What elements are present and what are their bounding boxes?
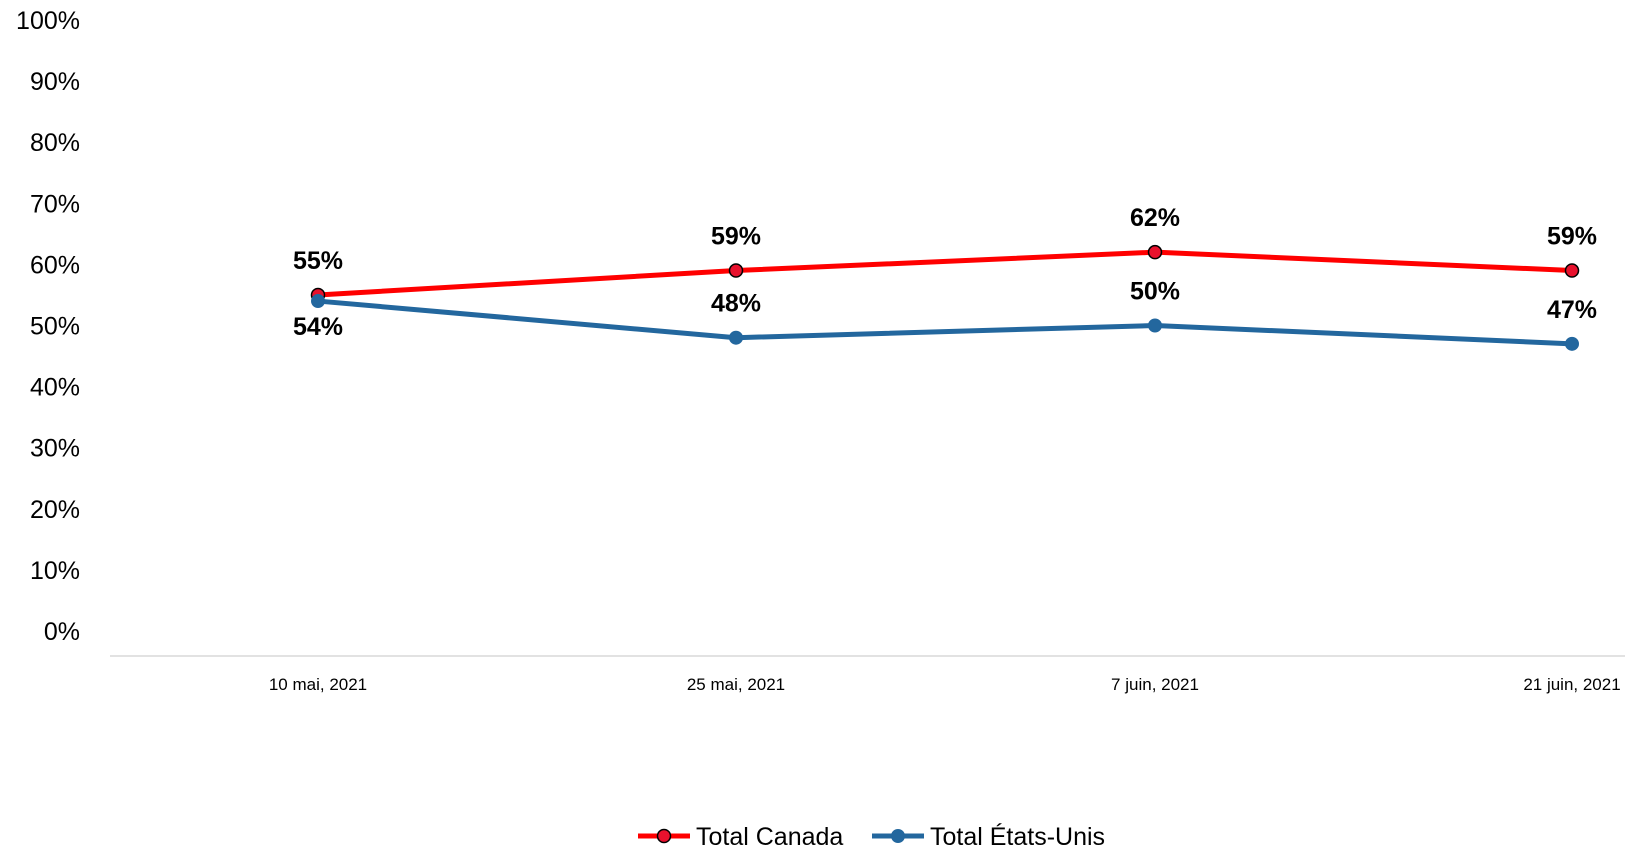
legend-label: Total Canada xyxy=(696,823,843,851)
data-label: 55% xyxy=(293,247,343,275)
x-tick-label: 25 mai, 2021 xyxy=(687,675,785,694)
data-point xyxy=(728,263,744,278)
legend-label: Total États-Unis xyxy=(930,822,1105,851)
y-tick-label: 10% xyxy=(30,557,80,585)
y-tick-label: 70% xyxy=(30,190,80,218)
x-tick-label: 21 juin, 2021 xyxy=(1523,675,1620,694)
x-tick-label: 7 juin, 2021 xyxy=(1111,675,1199,694)
series-line-total-canada xyxy=(317,249,1573,298)
data-point xyxy=(1148,318,1162,333)
y-tick-label: 60% xyxy=(30,251,80,279)
data-labels: 55% 59% 62% 59% 54% 48% 50% 47% xyxy=(293,204,1597,341)
y-axis: 0% 10% 20% 30% 40% 50% 60% 70% 80% 90% 100% xyxy=(16,7,80,646)
data-label: 48% xyxy=(711,290,761,318)
data-point xyxy=(311,294,325,309)
y-tick-label: 20% xyxy=(30,496,80,524)
legend-item: Total États-Unis xyxy=(872,822,1105,851)
data-point xyxy=(1147,244,1163,260)
x-tick-label: 10 mai, 2021 xyxy=(269,675,367,694)
y-tick-label: 50% xyxy=(30,313,80,341)
series-layer xyxy=(310,244,1580,351)
y-tick-label: 0% xyxy=(44,618,80,646)
data-label: 59% xyxy=(1547,223,1597,251)
y-tick-label: 80% xyxy=(30,129,80,157)
data-label: 62% xyxy=(1130,204,1180,232)
data-point xyxy=(1564,263,1580,278)
data-point xyxy=(1565,336,1579,351)
data-label: 50% xyxy=(1130,278,1180,306)
legend-swatch-marker xyxy=(656,828,672,844)
legend-swatch-marker xyxy=(891,829,905,843)
y-tick-label: 30% xyxy=(30,435,80,463)
data-label: 47% xyxy=(1547,296,1597,324)
data-label: 54% xyxy=(293,313,343,341)
x-axis: 10 mai, 2021 25 mai, 2021 7 juin, 2021 21 j… xyxy=(269,675,1621,694)
y-tick-label: 100% xyxy=(16,7,80,35)
data-label: 59% xyxy=(711,223,761,251)
y-tick-label: 40% xyxy=(30,374,80,402)
legend: Total Canada Total États-Unis xyxy=(638,822,1105,851)
legend-item: Total Canada xyxy=(638,823,843,851)
data-point xyxy=(729,330,743,345)
y-tick-label: 90% xyxy=(30,68,80,96)
series-line-total-tats-unis xyxy=(317,298,1573,347)
